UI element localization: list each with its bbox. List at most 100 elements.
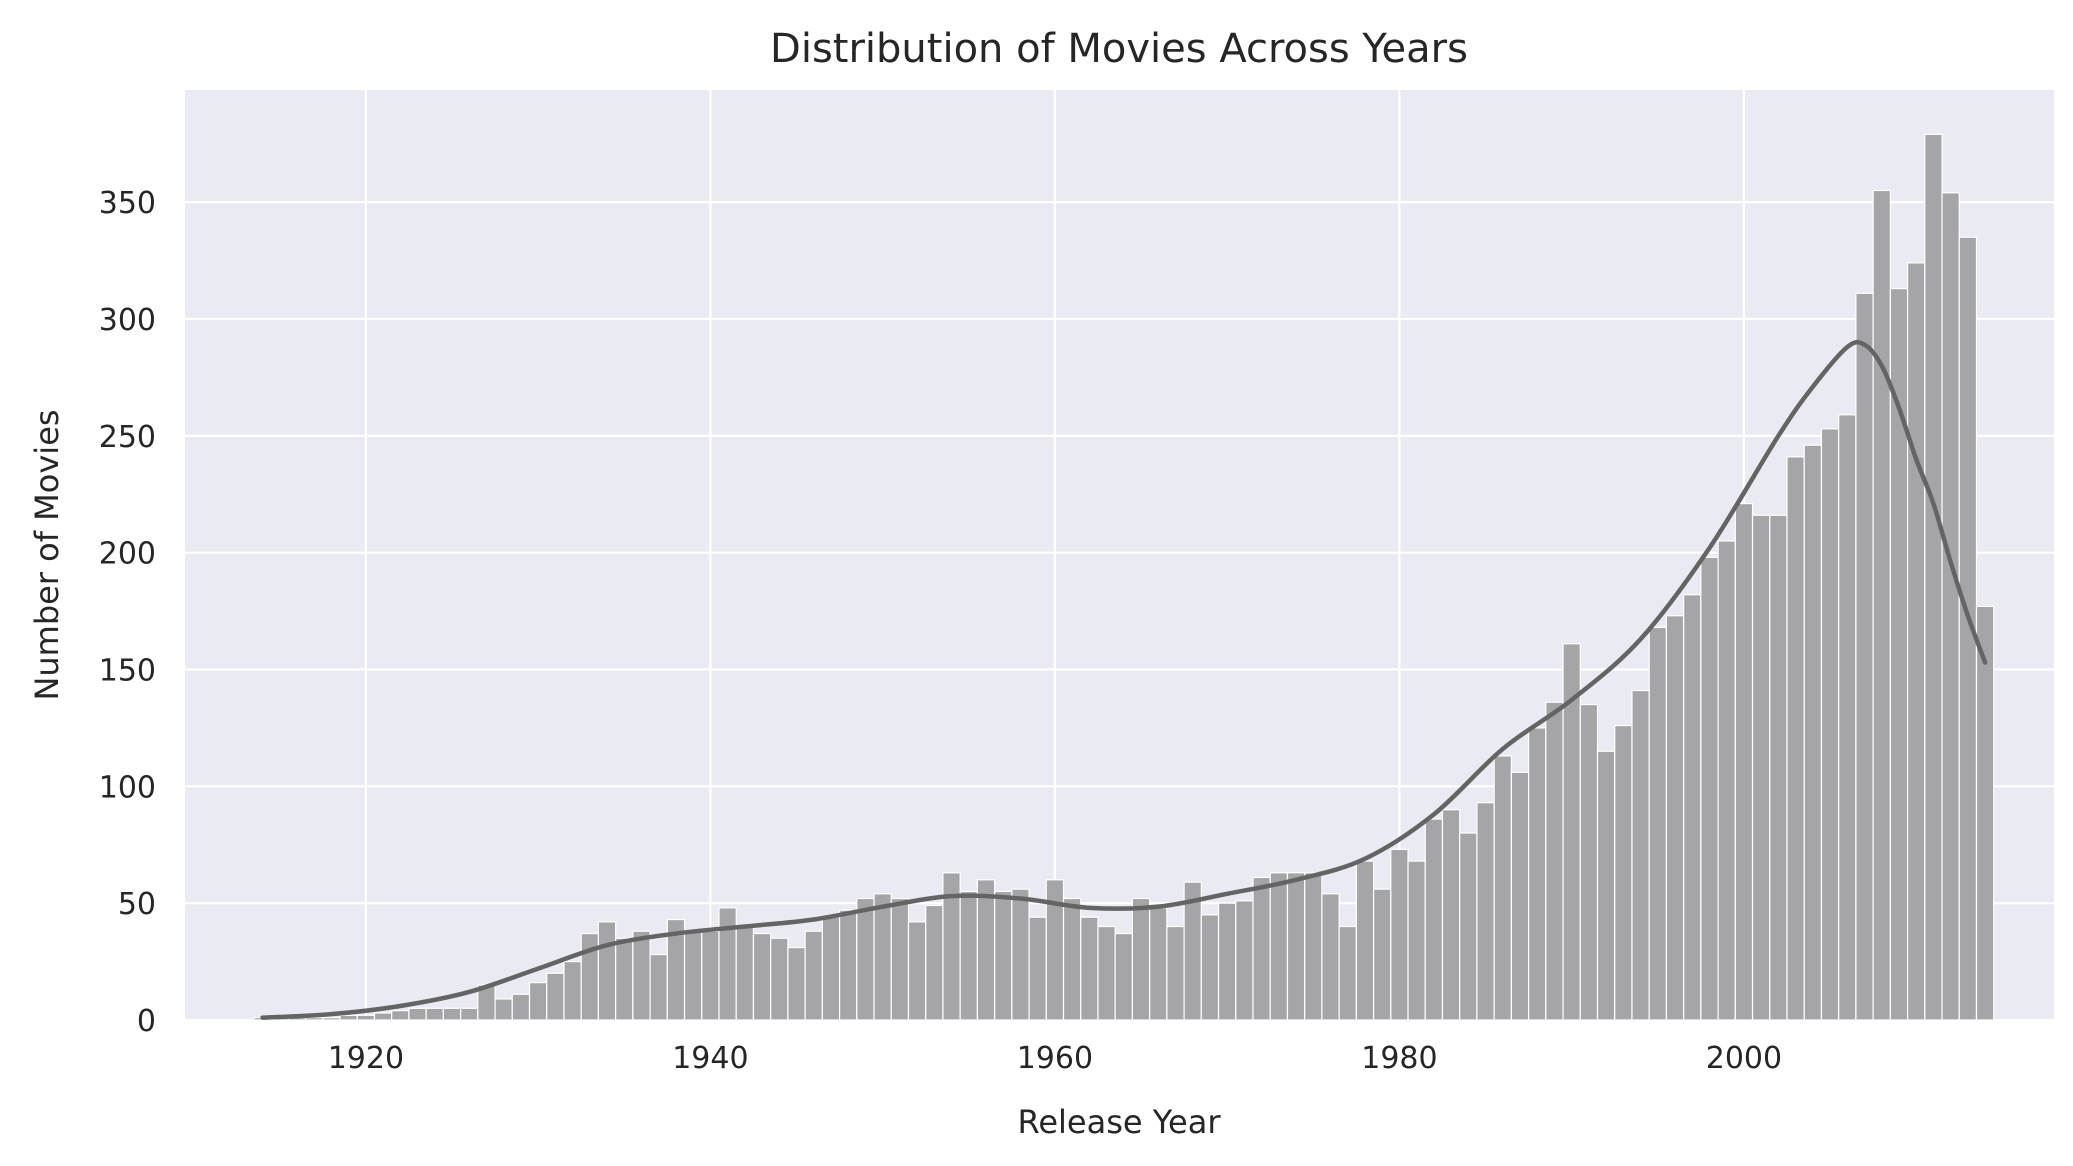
histogram-bar [1390,848,1409,1021]
y-tick-label: 50 [118,887,156,922]
histogram-bar [752,932,772,1021]
histogram-bar [1717,540,1736,1021]
histogram-bar [597,921,617,1021]
histogram-bars [253,133,1995,1021]
histogram-bar [821,916,841,1021]
chart-title: Distribution of Movies Across Years [770,26,1468,72]
histogram-bar [1321,893,1340,1021]
histogram-bar [442,1007,462,1021]
histogram-bar [890,897,910,1021]
histogram-bar [408,1007,427,1021]
histogram-bar [339,1014,358,1021]
histogram-bar [1149,907,1168,1021]
histogram-bar [838,909,858,1021]
histogram-bar [787,946,806,1021]
y-axis-label: Number of Movies [28,409,66,700]
x-tick-label: 2000 [1706,1041,1782,1076]
x-tick-label: 1980 [1361,1041,1437,1076]
histogram-bar [373,1012,393,1021]
y-tick-label: 300 [99,303,156,338]
histogram-bar [460,1007,479,1021]
histogram-bar [1769,514,1788,1021]
histogram-bar [1734,502,1754,1021]
histogram-bar [1476,802,1495,1021]
histogram-bar [1355,860,1375,1021]
histogram-bar [322,1017,341,1021]
histogram-bar [1700,556,1719,1021]
histogram-bar [907,921,927,1021]
y-tick-labels: 0 50 100 150 200 250 300 350 [99,186,156,1039]
y-tick-label: 0 [137,1004,156,1039]
histogram-bar [1441,809,1461,1021]
histogram-bar [632,930,651,1021]
y-tick-label: 350 [99,186,156,221]
x-axis-label: Release Year [1018,1103,1222,1141]
histogram-bar [1820,428,1840,1021]
histogram-bar [494,998,513,1021]
histogram-bar [1011,888,1030,1021]
histogram-bar [649,953,668,1021]
histogram-bar [1407,860,1426,1021]
histogram-bar [1235,900,1254,1021]
histogram-bar [1131,897,1151,1021]
histogram-bar [873,893,892,1021]
histogram-bar [304,1017,324,1021]
histogram-bar [1786,456,1805,1021]
histogram-bar [1838,414,1857,1021]
histogram-bar [735,925,755,1021]
histogram-bar [1510,771,1530,1021]
histogram-bar [1941,192,1960,1021]
histogram-bar [1097,925,1116,1021]
histogram-bar [1631,689,1650,1021]
histogram-bar [1269,872,1289,1021]
histogram-bar [1596,750,1616,1021]
x-tick-labels: 1920 1940 1960 1980 2000 [328,1041,1782,1076]
histogram-bar [1372,888,1392,1021]
histogram-bar [1889,288,1909,1021]
histogram-bar [959,890,978,1021]
histogram-bar [701,930,720,1021]
histogram-bar [1062,897,1082,1021]
histogram-bar [1803,444,1823,1021]
histogram-bar [1906,262,1926,1021]
histogram-bar [1493,755,1512,1021]
histogram-bar [1459,832,1478,1021]
histogram-bar [1080,916,1099,1021]
histogram-bar [1924,133,1943,1021]
histogram-bar [1286,872,1306,1021]
histogram-bar [1304,872,1323,1021]
histogram-bar [391,1010,410,1021]
histogram-bar [1975,605,1995,1021]
histogram-bar [1424,818,1444,1021]
histogram-bar [976,879,996,1021]
y-tick-label: 150 [99,653,156,688]
kde-curve-layer [260,339,1988,1020]
histogram-bar [1528,727,1547,1021]
histogram-bar [1855,292,1874,1021]
histogram-bar [1217,902,1237,1021]
histogram-bar [528,982,548,1021]
histogram-bar [1114,932,1134,1021]
histogram-bar [1166,925,1185,1021]
y-tick-label: 100 [99,770,156,805]
histogram-bar [1338,925,1357,1021]
histogram-bar [804,930,823,1021]
histogram-bar [546,972,565,1021]
histogram-bar [356,1014,376,1021]
x-tick-label: 1940 [672,1041,748,1076]
histogram-bar [1683,594,1702,1021]
x-tick-label: 1960 [1017,1041,1093,1076]
histogram-bar [1579,703,1599,1021]
histogram-bar [1252,876,1271,1021]
histogram-bar [615,937,634,1021]
histogram-bar [994,890,1013,1021]
histogram-bar [770,937,789,1021]
histogram-bar [1028,916,1047,1021]
x-tick-label: 1920 [328,1041,404,1076]
histogram-bar [683,930,703,1021]
kde-curve [260,339,1988,1020]
y-tick-label: 250 [99,420,156,455]
histogram-bar [1751,514,1771,1021]
